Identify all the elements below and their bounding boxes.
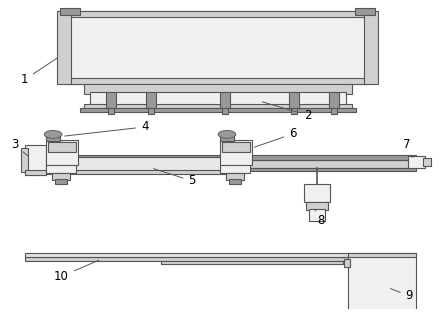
Bar [52, 173, 70, 180]
Text: 8: 8 [315, 209, 324, 227]
Bar [148, 108, 154, 114]
Bar [67, 11, 368, 17]
Bar [107, 92, 116, 108]
Text: 4: 4 [65, 120, 149, 136]
Bar [331, 108, 337, 114]
Bar [80, 108, 356, 112]
Bar [355, 8, 375, 15]
Bar [31, 160, 416, 168]
Bar [229, 178, 241, 183]
Bar [46, 134, 60, 141]
Bar [57, 11, 71, 84]
Bar [304, 184, 329, 202]
Bar [364, 11, 378, 84]
Bar [220, 92, 230, 108]
Bar [67, 11, 368, 84]
Bar [161, 261, 344, 264]
Text: 3: 3 [11, 138, 28, 156]
Bar [31, 168, 416, 171]
Bar [90, 92, 346, 106]
Bar [24, 170, 46, 175]
Bar [60, 8, 80, 15]
Bar [349, 310, 416, 312]
Bar [220, 134, 234, 141]
Bar [220, 140, 252, 165]
Text: 7: 7 [403, 138, 412, 158]
Bar [84, 84, 353, 94]
Bar [55, 178, 67, 183]
Bar [24, 257, 350, 261]
Bar [146, 92, 156, 108]
Bar [31, 155, 416, 160]
Bar [408, 156, 425, 168]
Ellipse shape [218, 130, 236, 138]
Text: 5: 5 [154, 168, 196, 188]
Bar [108, 108, 115, 114]
Bar [222, 108, 228, 114]
Text: 6: 6 [254, 127, 297, 147]
Text: 10: 10 [54, 260, 99, 283]
Bar [349, 253, 416, 257]
Bar [345, 259, 350, 267]
Text: 1: 1 [20, 58, 57, 86]
Text: 9: 9 [390, 289, 413, 302]
Bar [306, 202, 328, 210]
Bar [46, 170, 244, 174]
Bar [84, 104, 353, 109]
Ellipse shape [44, 130, 62, 138]
Bar [226, 173, 244, 180]
Bar [20, 148, 28, 172]
Bar [349, 253, 416, 312]
Bar [24, 145, 46, 175]
Bar [289, 92, 299, 108]
Bar [46, 140, 78, 165]
Bar [424, 158, 432, 166]
Bar [48, 142, 76, 152]
Bar [291, 108, 297, 114]
Bar [46, 157, 244, 171]
Bar [309, 209, 325, 221]
Bar [329, 92, 338, 108]
Text: 2: 2 [262, 102, 311, 122]
Bar [46, 165, 76, 173]
Bar [220, 165, 250, 173]
Bar [222, 142, 250, 152]
Bar [24, 253, 350, 257]
Bar [67, 78, 368, 84]
